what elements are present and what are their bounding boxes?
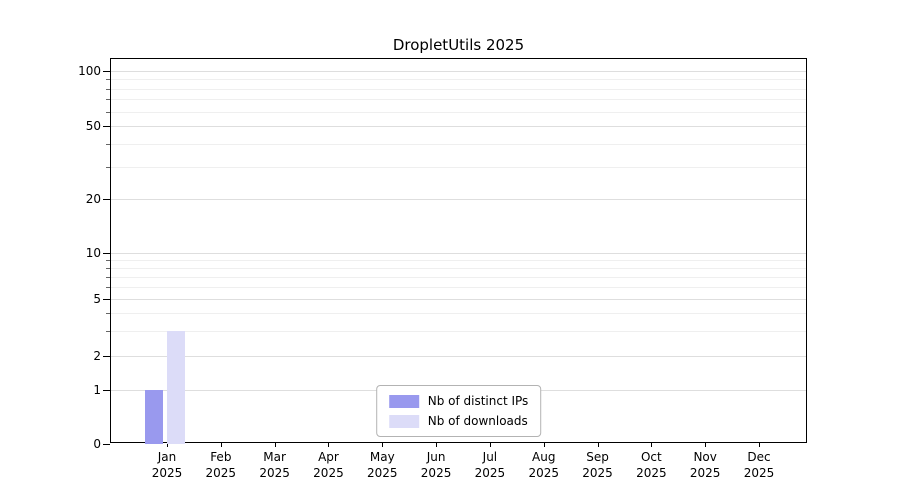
x-tick-label: Nov 2025 — [689, 450, 721, 480]
bar-downloads — [167, 330, 185, 444]
gridline-major — [111, 126, 806, 127]
y-tick-label: 5 — [93, 292, 101, 306]
legend-label-distinct-ips: Nb of distinct IPs — [427, 394, 529, 408]
gridline-minor — [111, 276, 806, 278]
y-tick-label: 20 — [85, 192, 101, 206]
gridline-minor — [111, 259, 806, 261]
legend-item-distinct-ips: Nb of distinct IPs — [388, 394, 529, 408]
x-tick-label: May 2025 — [366, 450, 398, 480]
gridline-minor — [111, 267, 806, 269]
gridline-minor — [111, 286, 806, 288]
x-tick-mark — [328, 442, 330, 447]
y-tick-mark-minor — [106, 79, 110, 81]
x-tick-label: Jun 2025 — [420, 450, 452, 480]
gridline-minor — [111, 330, 806, 332]
y-tick-mark-minor — [106, 276, 110, 278]
y-tick-mark-minor — [106, 88, 110, 90]
y-tick-mark-minor — [106, 330, 110, 332]
x-tick-label: Jul 2025 — [474, 450, 506, 480]
x-tick-label: Dec 2025 — [743, 450, 775, 480]
y-tick-mark — [103, 444, 110, 445]
y-tick-label: 1 — [93, 383, 101, 397]
bar-distinct-ips — [145, 390, 163, 444]
y-tick-mark — [103, 199, 110, 200]
y-tick-mark-minor — [106, 286, 110, 288]
x-tick-mark — [597, 442, 599, 447]
legend-swatch-downloads — [388, 414, 419, 428]
x-tick-mark — [705, 442, 707, 447]
y-tick-mark-minor — [106, 312, 110, 314]
y-tick-mark — [103, 71, 110, 72]
y-tick-mark-minor — [106, 111, 110, 113]
x-tick-mark — [651, 442, 653, 447]
x-tick-label: Jan 2025 — [151, 450, 183, 480]
gridline-minor — [111, 88, 806, 90]
gridline-minor — [111, 312, 806, 314]
gridline-minor — [111, 79, 806, 81]
gridline-major — [111, 71, 806, 72]
y-tick-label: 2 — [93, 349, 101, 363]
gridline-minor — [111, 99, 806, 101]
y-tick-mark-minor — [106, 259, 110, 261]
x-tick-mark — [220, 442, 222, 447]
x-tick-label: Oct 2025 — [636, 450, 667, 480]
gridline-minor — [111, 166, 806, 168]
x-tick-label: Apr 2025 — [313, 450, 344, 480]
x-tick-mark — [489, 442, 491, 447]
x-tick-mark — [167, 442, 168, 447]
gridline-minor — [111, 111, 806, 113]
gridline-minor — [111, 143, 806, 145]
gridline-major — [111, 299, 806, 300]
x-tick-mark — [274, 442, 276, 447]
y-tick-mark-minor — [106, 267, 110, 269]
legend-item-downloads: Nb of downloads — [388, 414, 529, 428]
x-tick-mark — [759, 442, 760, 447]
x-tick-label: Mar 2025 — [259, 450, 290, 480]
chart-title: DropletUtils 2025 — [392, 36, 525, 54]
gridline-major — [111, 356, 806, 357]
y-tick-label: 50 — [85, 119, 101, 133]
plot-area: Nb of distinct IPs Nb of downloads 0 1 2 5 1… — [78, 58, 807, 480]
y-tick-mark-minor — [106, 166, 110, 168]
y-tick-mark-minor — [106, 143, 110, 145]
y-tick-label: 100 — [78, 64, 101, 78]
y-tick-mark-minor — [106, 99, 110, 101]
legend-label-downloads: Nb of downloads — [427, 414, 528, 428]
x-tick-label: Sep 2025 — [582, 450, 613, 480]
x-tick-mark — [543, 442, 545, 447]
y-tick-mark — [103, 253, 110, 254]
x-tick-label: Feb 2025 — [205, 450, 237, 480]
x-tick-mark — [436, 442, 438, 447]
gridline-major — [111, 253, 806, 254]
y-tick-label: 10 — [85, 246, 101, 260]
gridline-major — [111, 199, 806, 200]
x-tick-label: Aug 2025 — [528, 450, 559, 480]
y-tick-mark — [103, 356, 110, 357]
x-tick-mark — [382, 442, 384, 447]
legend-swatch-distinct-ips — [388, 394, 419, 408]
y-tick-mark — [103, 299, 110, 300]
y-tick-mark — [103, 390, 110, 391]
y-tick-label: 0 — [93, 437, 101, 451]
legend: Nb of distinct IPs Nb of downloads — [375, 385, 542, 437]
y-tick-mark — [103, 126, 110, 127]
